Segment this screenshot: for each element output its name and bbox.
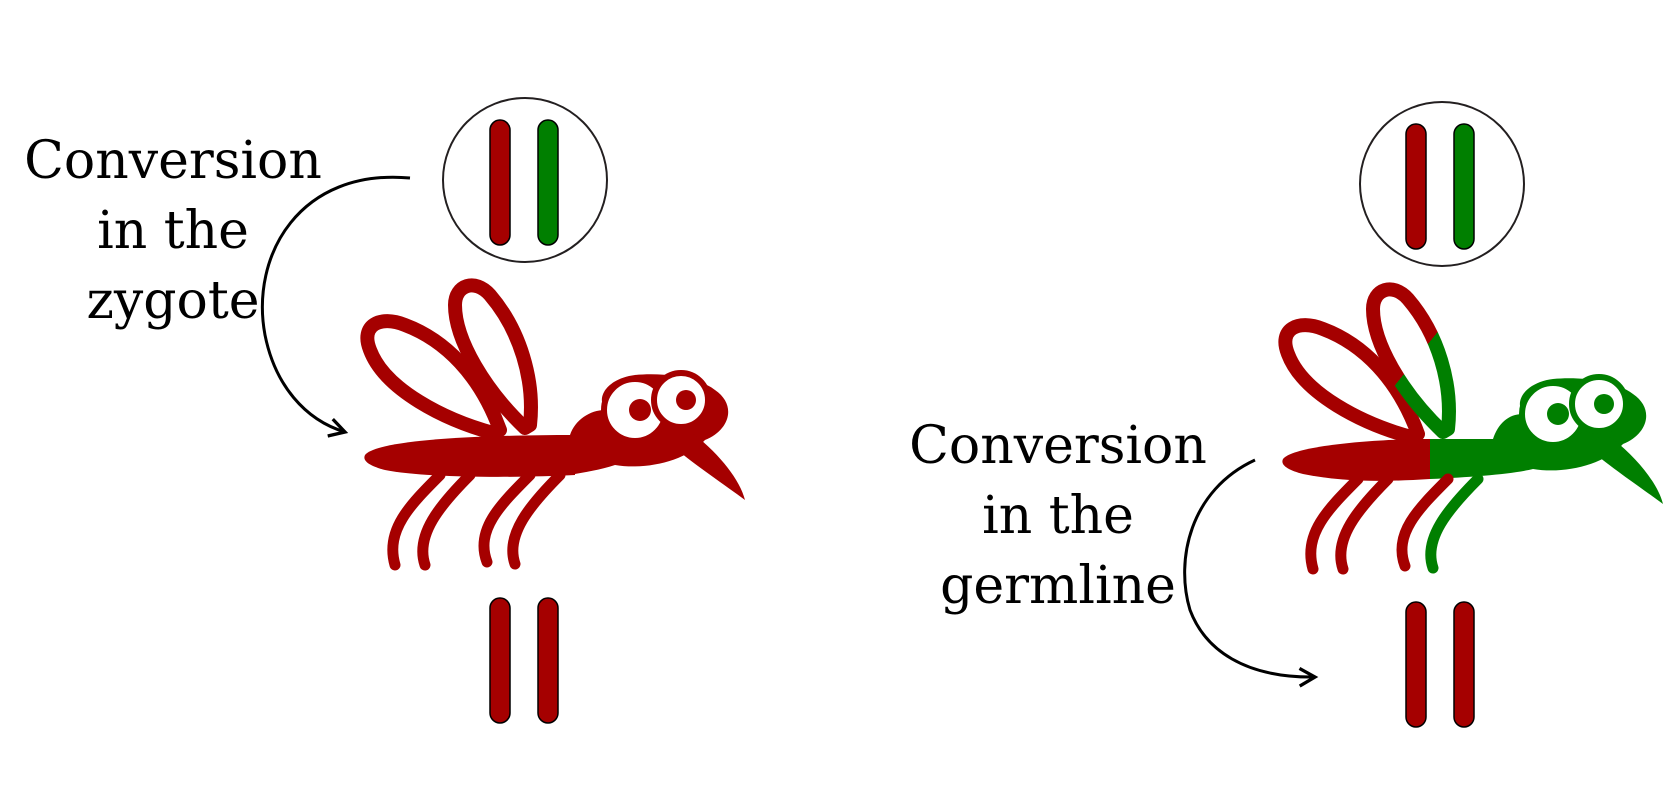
label-line: germline	[940, 556, 1176, 616]
eye-pupil-left	[1547, 403, 1569, 425]
mosquito-wing-front	[1366, 282, 1456, 439]
panel-germline	[1183, 101, 1663, 728]
leg-1	[1305, 473, 1364, 575]
conversion-arrow-zygote	[260, 175, 411, 438]
label-conversion-zygote: Conversion in the zygote	[8, 126, 338, 336]
chromosome-drive	[537, 119, 559, 246]
conversion-arrow-germline	[1183, 458, 1319, 688]
gamete-chromosome-1	[489, 597, 511, 724]
mosquito-proboscis	[1593, 435, 1663, 504]
gamete-zygote	[489, 597, 559, 724]
leg-3	[1396, 473, 1454, 572]
mosquito-proboscis	[675, 431, 745, 500]
cell-circle	[442, 97, 608, 263]
gamete-chromosome-2	[537, 597, 559, 724]
label-line: Conversion	[24, 131, 322, 191]
chromosome-wild-type	[1405, 123, 1427, 250]
gamete-germline	[1405, 601, 1475, 728]
leg-3	[478, 469, 536, 568]
mosquito-wing-rear	[1278, 318, 1425, 444]
mosquito-legs	[387, 469, 566, 571]
label-line: in the	[982, 486, 1134, 546]
leg-2	[417, 469, 476, 571]
eye-pupil-right	[1594, 394, 1614, 414]
eye-pupil-left	[629, 399, 651, 421]
mosquito-legs	[1305, 473, 1484, 575]
leg-1	[387, 469, 446, 571]
gamete-chromosome-1	[1405, 601, 1427, 728]
label-line: in the	[97, 201, 249, 261]
chromosome-wild-type	[489, 119, 511, 246]
mosquito-wing-rear	[360, 314, 507, 440]
cell-germline	[1359, 101, 1525, 267]
mosquito-eyes	[1519, 374, 1629, 448]
mosquito-abdomen	[1282, 439, 1430, 481]
mosquito-eyes	[601, 370, 711, 444]
gamete-chromosome-2	[1453, 601, 1475, 728]
label-line: Conversion	[909, 416, 1207, 476]
chromosome-drive	[1453, 123, 1475, 250]
cell-zygote	[442, 97, 608, 263]
mosquito-wing-front	[448, 278, 538, 435]
panel-zygote	[260, 97, 745, 724]
eye-pupil-right	[676, 390, 696, 410]
cell-circle	[1359, 101, 1525, 267]
label-conversion-germline: Conversion in the germline	[893, 411, 1223, 621]
mosquito-abdomen	[364, 435, 575, 477]
leg-4	[1425, 473, 1484, 574]
leg-4	[507, 469, 566, 570]
mosquito-germline	[1278, 282, 1663, 575]
leg-2	[1335, 473, 1394, 575]
label-line: zygote	[86, 271, 260, 331]
mosquito-zygote	[360, 278, 745, 571]
